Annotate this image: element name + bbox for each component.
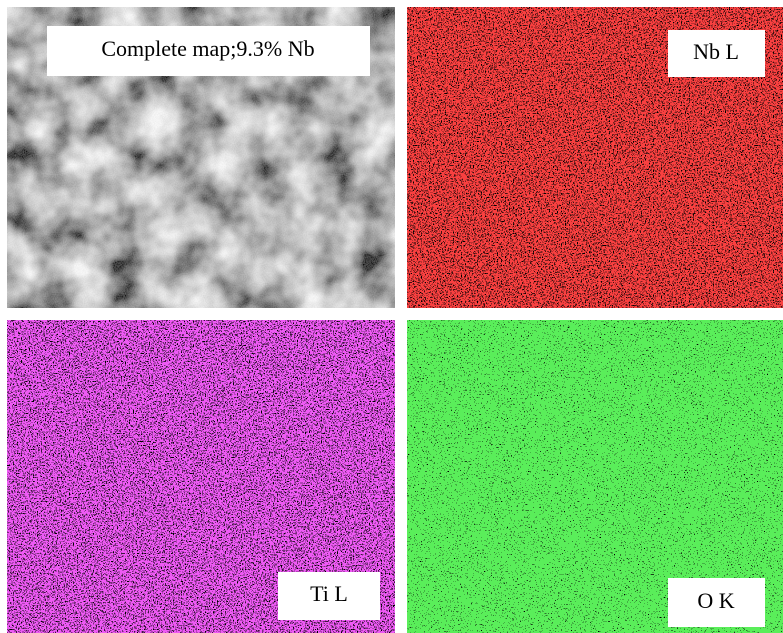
sem-panel: Complete map;9.3% Nb bbox=[7, 7, 395, 308]
nb-map-panel: Nb L bbox=[407, 7, 783, 308]
o-map-panel: O K bbox=[407, 320, 783, 633]
ti-map-panel: Ti L bbox=[7, 320, 395, 633]
panel-label: Nb L bbox=[693, 39, 739, 64]
eds-figure: Complete map;9.3% Nb Nb L Ti L O K bbox=[0, 0, 783, 633]
panel-label: O K bbox=[697, 588, 734, 613]
panel-label: Complete map;9.3% Nb bbox=[101, 36, 314, 61]
panel-label: Ti L bbox=[310, 581, 348, 606]
